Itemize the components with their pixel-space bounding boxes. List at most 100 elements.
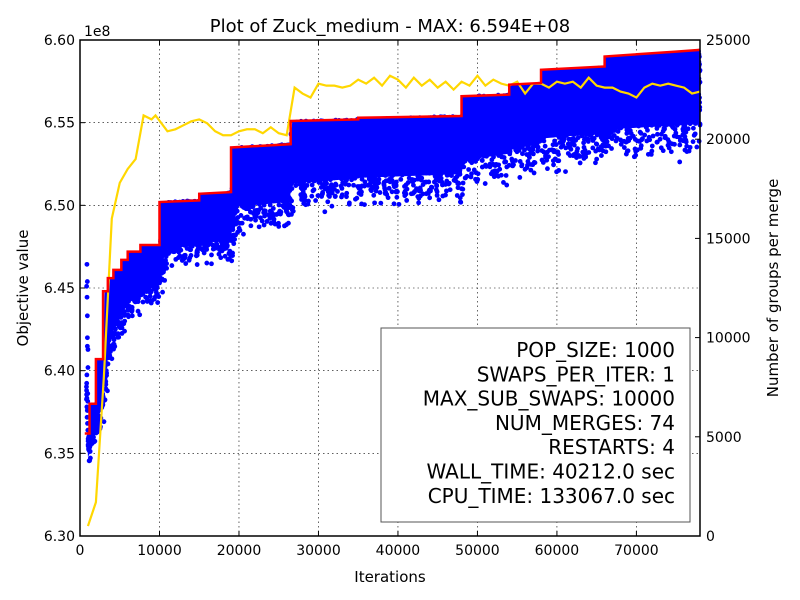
population-point — [172, 231, 178, 237]
population-point — [436, 197, 442, 203]
population-point — [316, 146, 322, 152]
population-point — [201, 250, 207, 256]
population-point — [248, 216, 254, 222]
population-point — [225, 224, 231, 230]
population-point — [339, 185, 345, 191]
population-point — [116, 334, 122, 340]
population-point — [111, 337, 117, 343]
population-point — [241, 231, 246, 237]
population-point — [426, 179, 432, 185]
population-point — [359, 189, 364, 195]
population-point — [162, 277, 168, 283]
population-point — [245, 193, 251, 199]
population-point — [156, 294, 162, 300]
population-point — [110, 317, 116, 323]
population-point — [182, 252, 188, 258]
population-point — [434, 183, 440, 189]
population-point — [170, 226, 176, 232]
population-point — [178, 247, 184, 253]
population-point — [239, 220, 245, 226]
population-point — [307, 160, 313, 166]
population-point — [244, 214, 250, 220]
population-point — [323, 174, 328, 180]
population-point — [252, 193, 258, 199]
population-point — [374, 185, 380, 190]
population-point — [311, 187, 317, 193]
population-point — [154, 284, 160, 290]
population-point — [274, 197, 280, 203]
population-point — [84, 335, 90, 341]
population-point — [129, 308, 135, 314]
population-point — [376, 176, 382, 182]
population-point — [85, 391, 91, 396]
population-point — [146, 285, 152, 290]
population-point — [344, 194, 349, 200]
population-point — [87, 455, 93, 461]
population-point — [147, 293, 153, 299]
population-point — [419, 175, 425, 181]
population-point — [232, 236, 238, 242]
population-point — [104, 370, 109, 376]
population-point — [112, 344, 118, 349]
population-point — [122, 313, 127, 318]
population-point — [385, 195, 391, 201]
population-point — [443, 192, 448, 198]
population-point — [378, 200, 384, 206]
population-point — [91, 434, 96, 440]
grid-lines — [80, 40, 700, 536]
population-point — [137, 312, 143, 318]
population-point — [394, 194, 400, 200]
population-point — [144, 299, 150, 304]
population-point — [188, 253, 194, 258]
population-point — [286, 220, 291, 226]
population-point — [259, 218, 265, 224]
population-point — [427, 168, 433, 174]
population-point — [322, 209, 328, 215]
population-point — [332, 193, 338, 199]
population-point — [404, 186, 410, 192]
population-point — [164, 265, 170, 271]
population-point — [436, 148, 442, 154]
population-point — [204, 260, 210, 266]
population-point — [403, 191, 409, 197]
population-point — [102, 397, 108, 403]
population-point — [209, 252, 214, 258]
population-point — [230, 227, 236, 233]
population-point — [362, 202, 367, 207]
population-point — [164, 261, 169, 267]
population-point — [209, 261, 214, 267]
population-point — [84, 294, 90, 300]
population-point — [84, 283, 90, 289]
population-point — [253, 217, 258, 223]
population-point — [398, 177, 404, 182]
population-point — [218, 255, 224, 261]
population-point — [129, 304, 135, 310]
population-point — [371, 192, 377, 198]
population-point — [306, 198, 311, 204]
population-point — [335, 189, 340, 194]
population-point — [237, 228, 243, 233]
population-point — [429, 185, 435, 190]
population-point — [115, 331, 121, 337]
population-point — [108, 328, 114, 333]
population-point — [155, 300, 161, 305]
population-point — [229, 258, 235, 264]
population-point — [313, 198, 319, 203]
population-point — [118, 314, 124, 320]
population-point — [84, 380, 90, 386]
population-point — [84, 384, 89, 390]
population-point — [148, 289, 154, 295]
population-point — [85, 347, 91, 352]
population-point — [84, 313, 90, 319]
population-point — [189, 243, 195, 249]
population-point — [126, 314, 131, 320]
population-point — [304, 183, 310, 188]
population-point — [256, 224, 262, 230]
population-point — [234, 208, 240, 214]
population-point — [408, 168, 413, 174]
population-point — [351, 182, 356, 188]
population-point — [183, 261, 189, 266]
population-point — [84, 279, 90, 284]
population-point — [119, 325, 125, 331]
